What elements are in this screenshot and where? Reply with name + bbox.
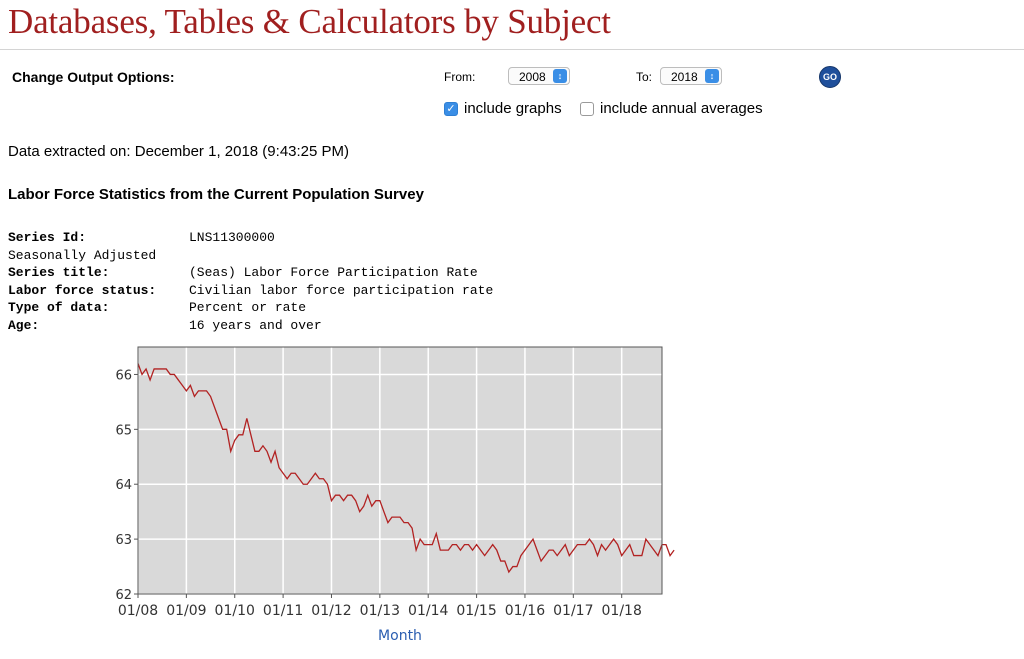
include-annual-averages-checkbox[interactable] [580,102,594,116]
include-annual-averages-option[interactable]: include annual averages [580,100,780,118]
x-tick-label: 01/11 [263,603,303,619]
y-tick-label: 66 [115,368,132,383]
chevron-updown-icon: ↕ [705,69,719,83]
go-button[interactable]: GO [819,66,841,88]
to-year-select[interactable]: 2018 ↕ [660,67,722,85]
include-annual-averages-label: include annual averages [600,100,763,117]
series-id-label: Series Id: [8,230,87,245]
x-tick-label: 01/12 [311,603,351,619]
x-tick-label: 01/08 [118,603,158,619]
age-label: Age: [8,317,40,333]
series-title-label: Series title: [8,265,110,280]
participation-rate-chart: 62 63 64 65 66 01/08 01/09 01/10 01/11 01/12 01/13… [115,346,675,644]
age-value: 16 years and over [189,317,322,333]
x-axis-label: Month [378,628,422,644]
y-tick-label: 64 [115,478,132,493]
x-tick-label: 01/18 [602,603,642,619]
y-tick-label: 62 [115,588,132,603]
type-of-data-label: Type of data: [8,300,110,315]
x-tick-label: 01/10 [215,603,255,619]
x-tick-label: 01/09 [166,603,206,619]
include-graphs-option[interactable]: ✓ include graphs [444,100,574,118]
x-tick-label: 01/13 [360,603,400,619]
from-year-value: 2008 [519,70,546,84]
x-tick-label: 01/15 [456,603,496,619]
y-tick-label: 63 [115,533,132,548]
seasonal-adjustment: Seasonally Adjusted [8,247,157,263]
y-tick-label: 65 [115,423,132,438]
survey-title: Labor Force Statistics from the Current … [8,186,424,203]
x-tick-label: 01/17 [553,603,593,619]
type-of-data-value: Percent or rate [189,300,307,315]
series-title-value: (Seas) Labor Force Participation Rate [189,265,478,280]
change-output-options-label: Change Output Options: [12,69,175,85]
from-year-select[interactable]: 2008 ↕ [508,67,570,85]
plot-frame [137,346,663,595]
labor-force-status-value: Civilian labor force participation rate [189,282,494,298]
title-divider [0,49,1024,50]
from-label: From: [444,70,476,84]
data-extracted-date: Data extracted on: December 1, 2018 (9:4… [8,143,350,160]
page-title: Databases, Tables & Calculators by Subje… [8,2,611,41]
chevron-updown-icon: ↕ [553,69,567,83]
plot-area [138,347,662,594]
series-id-value: LNS11300000 [189,230,275,245]
to-label: To: [636,70,653,84]
x-tick-label: 01/14 [408,603,448,619]
series-line [137,363,675,574]
include-graphs-checkbox[interactable]: ✓ [444,102,458,116]
include-graphs-label: include graphs [464,100,562,117]
x-tick-label: 01/16 [505,603,545,619]
to-year-value: 2018 [671,70,698,84]
labor-force-status-label: Labor force status: [8,282,157,298]
